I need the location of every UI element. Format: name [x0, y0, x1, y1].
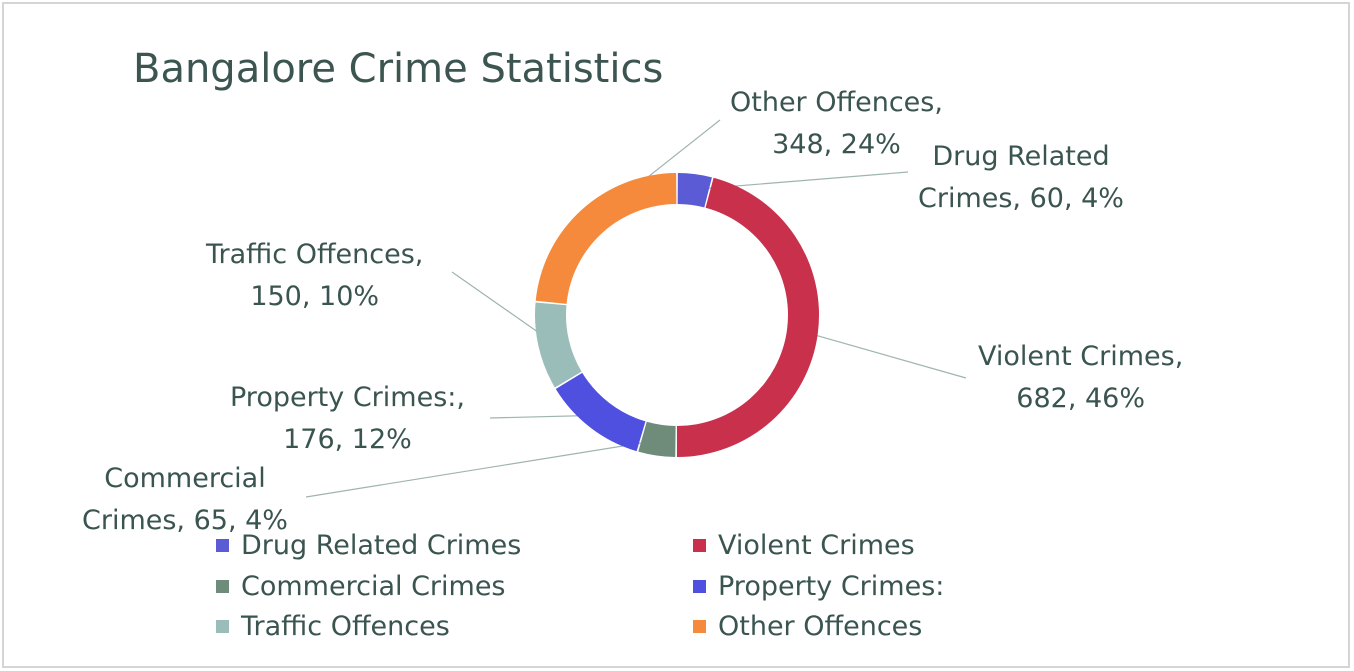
slice-property	[555, 372, 646, 452]
legend-swatch	[216, 620, 229, 633]
legend-swatch	[693, 539, 706, 552]
donut-slices	[535, 173, 820, 458]
data-label-violent: Violent Crimes, 682, 46%	[978, 341, 1184, 414]
slice-violent	[676, 177, 820, 458]
data-label-commercial: Commercial Crimes, 65, 4%	[82, 463, 288, 536]
chart-title: Bangalore Crime Statistics	[133, 46, 664, 92]
legend-swatch	[693, 620, 706, 633]
legend-item-property: Property Crimes:	[693, 571, 944, 602]
data-label-property: Property Crimes:, 176, 12%	[230, 382, 465, 455]
legend-swatch	[693, 580, 706, 593]
legend-swatch	[216, 580, 229, 593]
data-label-drug-related: Drug Related Crimes, 60, 4%	[918, 141, 1124, 214]
data-label-other: Other Offences, 348, 24%	[730, 87, 943, 160]
legend-item-drug-related: Drug Related Crimes	[216, 530, 521, 561]
data-label-traffic: Traffic Offences, 150, 10%	[206, 239, 424, 312]
legend-item-other: Other Offences	[693, 611, 922, 642]
slice-other	[535, 173, 677, 304]
leader-line-commercial	[305, 439, 659, 498]
slice-traffic	[535, 302, 582, 388]
legend-item-violent: Violent Crimes	[693, 530, 915, 561]
legend-swatch	[216, 539, 229, 552]
slice-commercial	[638, 421, 676, 457]
leader-line-violent	[802, 330, 967, 379]
slice-drug-related	[677, 173, 712, 208]
legend-item-traffic: Traffic Offences	[216, 611, 450, 642]
legend-item-commercial: Commercial Crimes	[216, 571, 506, 602]
